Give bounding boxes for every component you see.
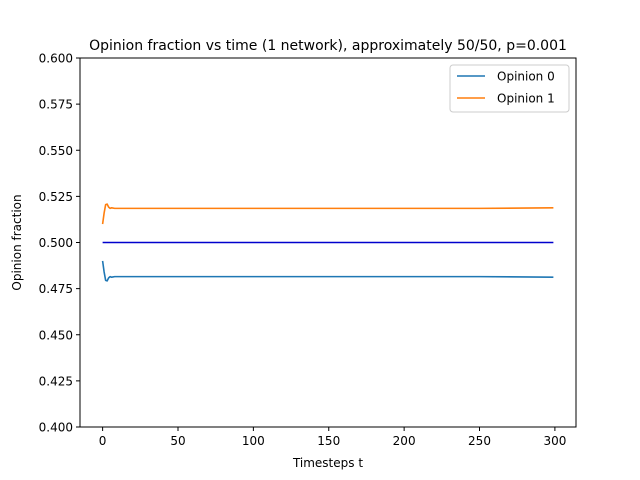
x-tick-label: 150 [317, 434, 340, 448]
x-tick-label: 200 [393, 434, 416, 448]
y-tick-label: 0.425 [39, 374, 73, 388]
y-tick-label: 0.450 [39, 328, 73, 342]
x-ticks: 0 50 100 150 200 250 300 [99, 427, 566, 448]
data-lines [101, 203, 554, 282]
x-tick-label: 0 [99, 434, 107, 448]
chart-title: Opinion fraction vs time (1 network), ap… [89, 38, 567, 54]
y-tick-label: 0.400 [39, 421, 73, 435]
y-ticks: 0.400 0.425 0.450 0.475 0.500 0.525 0.550 0.575… [39, 52, 80, 435]
x-tick-label: 50 [170, 434, 185, 448]
series-line-opinion-1 [101, 203, 554, 225]
y-tick-label: 0.600 [39, 52, 73, 66]
x-tick-label: 250 [468, 434, 491, 448]
x-tick-label: 100 [242, 434, 265, 448]
y-tick-label: 0.550 [39, 144, 73, 158]
legend-label-opinion-0: Opinion 0 [497, 70, 555, 84]
y-tick-label: 0.500 [39, 236, 73, 250]
series-line-opinion-0 [101, 260, 554, 282]
legend: Opinion 0 Opinion 1 [449, 64, 570, 113]
plot-area: 0 50 100 150 200 250 300 0.4000.4250.4500.4750… [39, 52, 577, 448]
y-tick-label: 0.475 [39, 282, 73, 296]
y-tick-label: 0.575 [39, 98, 73, 112]
y-axis-label: Opinion fraction [10, 194, 24, 290]
x-tick-label: 300 [543, 434, 566, 448]
y-tick-label: 0.525 [39, 190, 73, 204]
x-axis-label: Timesteps t [292, 456, 363, 470]
legend-label-opinion-1: Opinion 1 [497, 92, 555, 106]
